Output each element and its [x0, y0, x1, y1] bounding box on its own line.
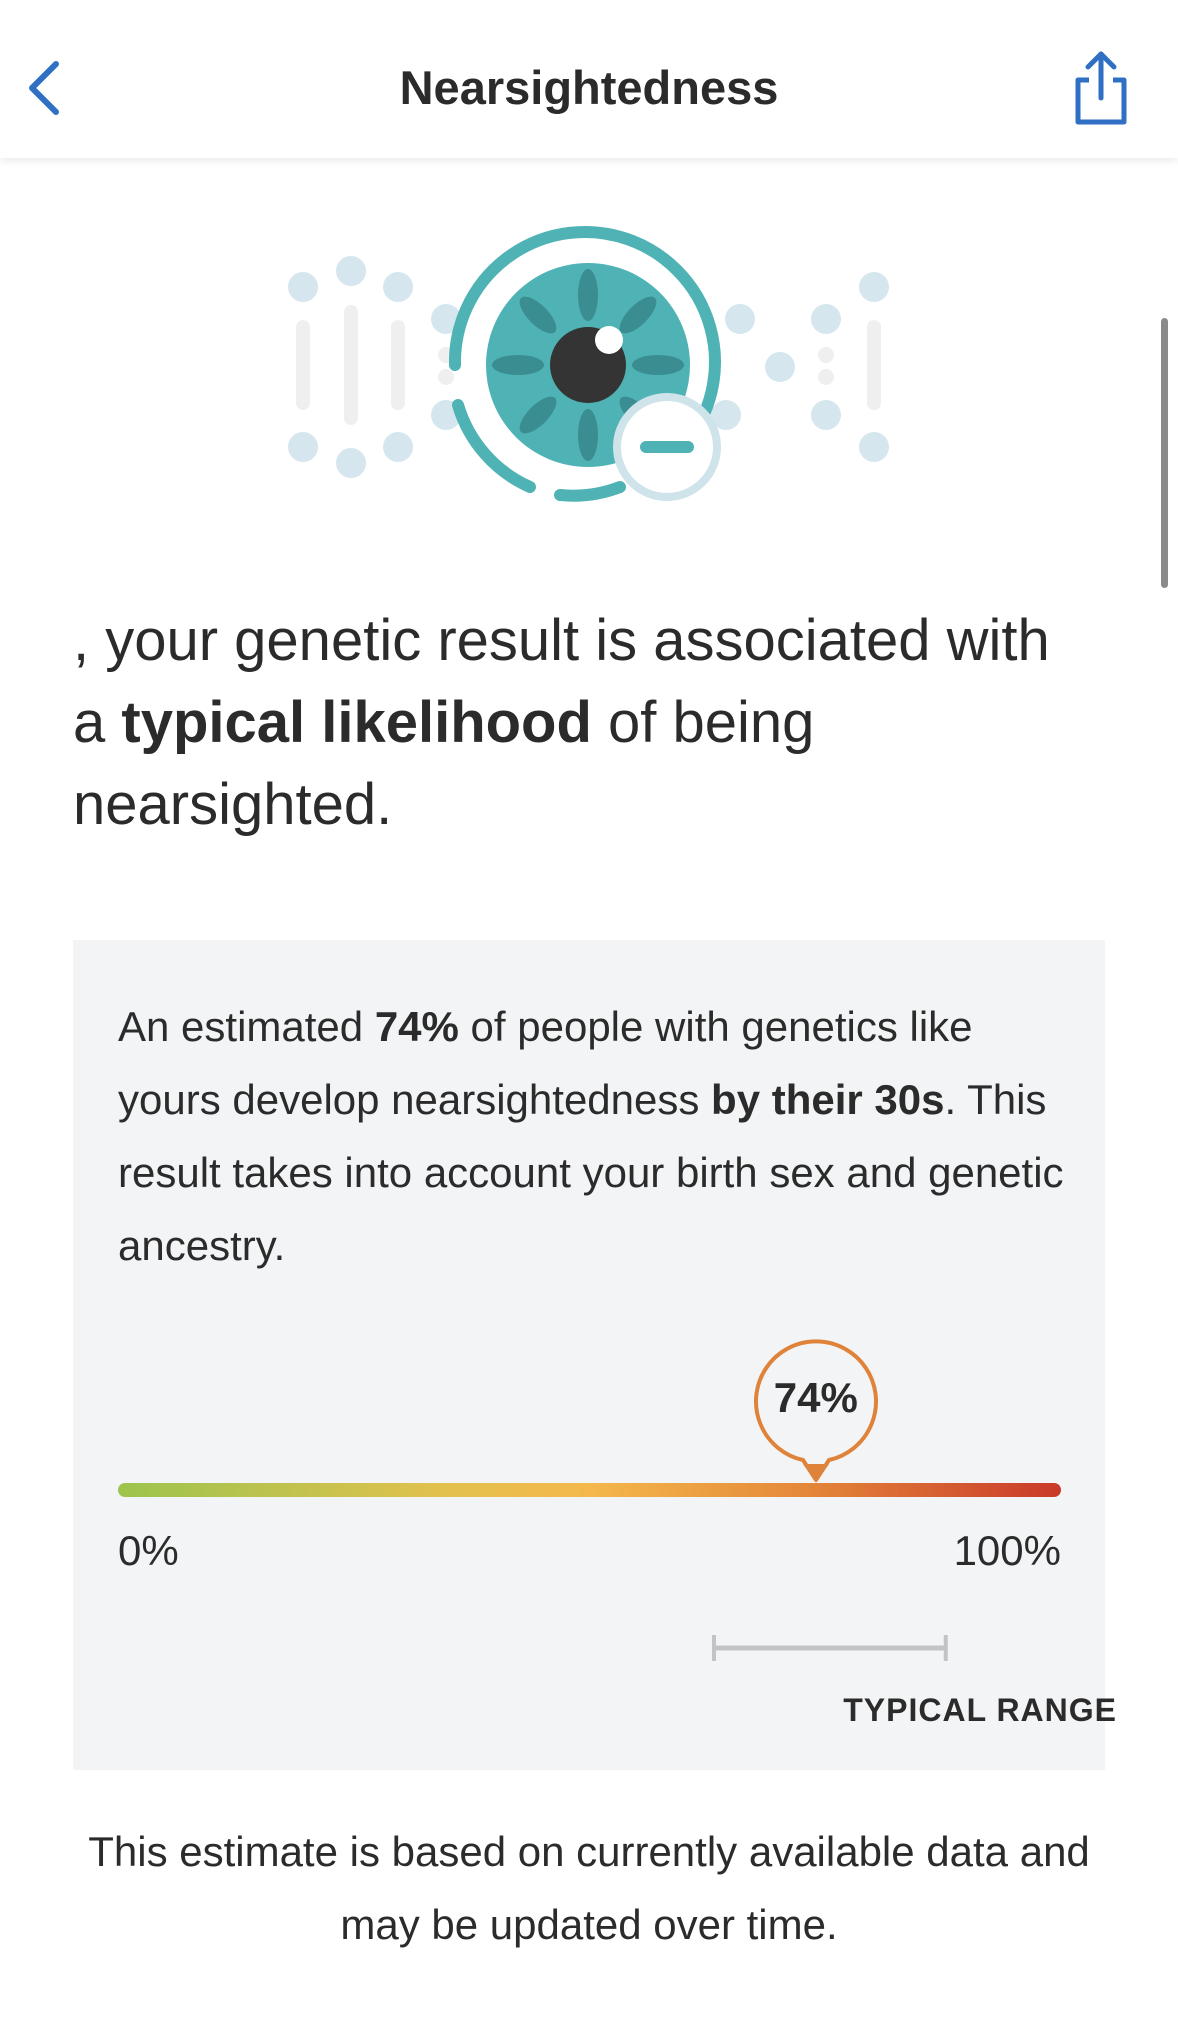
marker-pin-icon — [753, 1339, 878, 1482]
likelihood-gradient-bar — [118, 1483, 1061, 1497]
value-marker: 74% — [751, 1338, 881, 1488]
desc-text: . This result takes into account your bi… — [118, 1076, 1064, 1269]
result-description: An estimated 74% of people with genetics… — [118, 990, 1078, 1282]
desc-text: of people with genetics like yours devel… — [118, 1003, 973, 1123]
eye-illustration — [280, 225, 900, 505]
headline-text: , your genetic result is associated with… — [73, 608, 1050, 755]
headline-likelihood: typical likelihood — [121, 690, 592, 755]
share-icon — [1075, 51, 1127, 125]
nav-header: Nearsightedness — [0, 0, 1178, 158]
max-label: 100% — [953, 1527, 1061, 1574]
typical-range-label: TYPICAL RANGE — [843, 1692, 1117, 1728]
chevron-left-icon — [29, 61, 59, 115]
result-card: An estimated 74% of people with genetics… — [73, 940, 1116, 1770]
range-bracket-icon — [712, 1635, 948, 1661]
typical-range-bracket — [712, 1633, 948, 1663]
desc-percent: 74% — [374, 1003, 459, 1050]
marker-value: 74% — [773, 1374, 858, 1421]
share-button[interactable] — [1066, 48, 1136, 128]
desc-text: An estimated — [118, 1003, 375, 1050]
min-label: 0% — [118, 1527, 179, 1574]
page-title: Nearsightedness — [399, 61, 779, 114]
scrollbar[interactable] — [1161, 318, 1168, 588]
disclaimer: This estimate is based on currently avai… — [88, 1828, 1090, 1948]
desc-age: by their 30s — [711, 1076, 945, 1123]
back-button[interactable] — [22, 58, 72, 118]
headline-text-end: of being nearsighted. — [73, 690, 815, 837]
result-headline: , your genetic result is associated with… — [73, 600, 1073, 846]
